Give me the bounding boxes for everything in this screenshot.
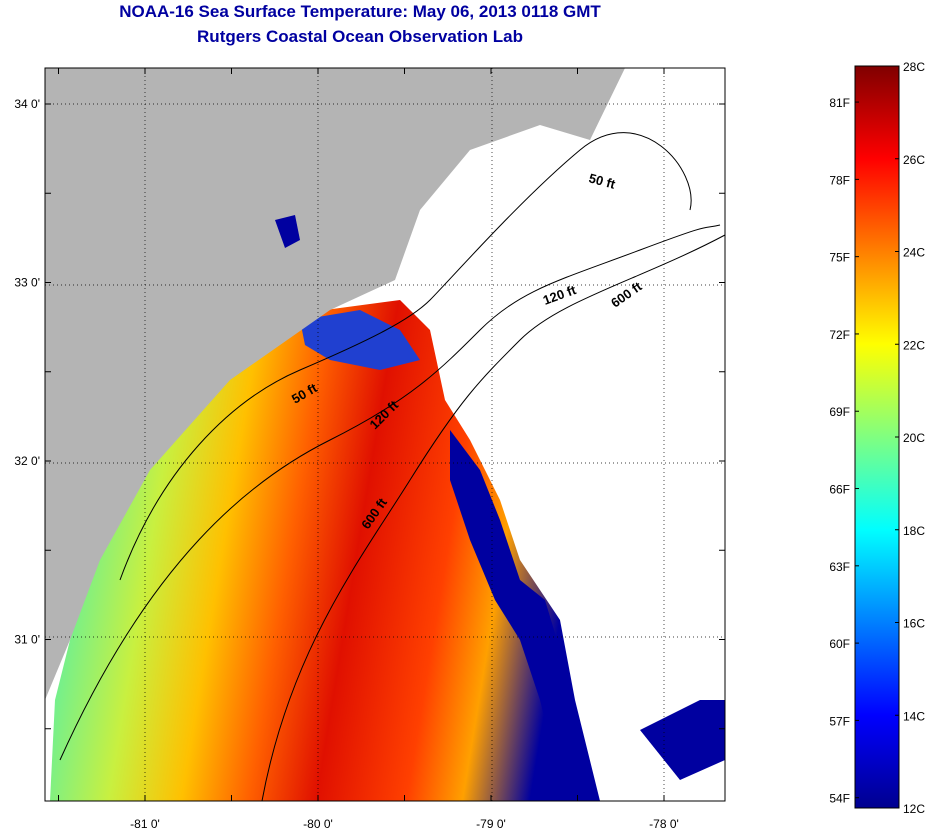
colorbar-f-label: 75F bbox=[829, 251, 850, 265]
contour-label: 50 ft bbox=[587, 170, 617, 192]
coastal-cold-patch bbox=[300, 310, 420, 370]
lat-tick-label: 33 0' bbox=[14, 276, 40, 290]
colorbar-f-label: 72F bbox=[829, 328, 850, 342]
inland-lake-blob bbox=[275, 215, 300, 248]
colorbar-f-label: 81F bbox=[829, 96, 850, 110]
colorbar-c-label: 22C bbox=[903, 338, 925, 352]
colorbar-f-label: 69F bbox=[829, 405, 850, 419]
lon-tick-label: -80 0' bbox=[303, 817, 333, 831]
colorbar-f-label: 66F bbox=[829, 483, 850, 497]
colorbar-f-label: 57F bbox=[829, 714, 850, 728]
colorbar-c-label: 26C bbox=[903, 153, 925, 167]
colorbar-c-label: 18C bbox=[903, 524, 925, 538]
colorbar-c-label: 28C bbox=[903, 60, 925, 74]
cold-edge bbox=[450, 430, 600, 801]
contour-50ft bbox=[119, 132, 692, 581]
colorbar-f-label: 54F bbox=[829, 792, 850, 806]
colorbar-c-label: 20C bbox=[903, 431, 925, 445]
figure-title: NOAA-16 Sea Surface Temperature: May 06,… bbox=[119, 2, 601, 21]
colorbar-c-label: 16C bbox=[903, 617, 925, 631]
lat-tick-label: 32 0' bbox=[14, 454, 40, 468]
contour-120ft bbox=[59, 224, 721, 761]
lon-tick-label: -78 0' bbox=[649, 817, 679, 831]
map-area: 50 ft 120 ft 600 ft 50 ft 120 ft 600 ft bbox=[45, 68, 725, 801]
offshore-blob bbox=[640, 700, 725, 780]
colorbar-labels: 28C 26C 24C 22C 20C 18C 16C 14C 12C 81F 78F 75F 72F 6… bbox=[829, 60, 925, 816]
colorbar-f-label: 60F bbox=[829, 637, 850, 651]
colorbar-c-label: 12C bbox=[903, 802, 925, 816]
contour-600ft bbox=[261, 234, 725, 801]
colorbar-f-label: 78F bbox=[829, 173, 850, 187]
lon-tick-label: -81 0' bbox=[130, 817, 160, 831]
lat-tick-label: 31 0' bbox=[14, 633, 40, 647]
figure-subtitle: Rutgers Coastal Ocean Observation Lab bbox=[197, 27, 523, 46]
lon-tick-label: -79 0' bbox=[476, 817, 506, 831]
axis-ticks: 34 0' 33 0' 32 0' 31 0' -81 0' -80 0' -79 0' -7… bbox=[14, 68, 725, 831]
colorbar bbox=[854, 65, 900, 809]
land bbox=[45, 68, 625, 700]
graticule bbox=[45, 68, 725, 801]
colorbar-c-label: 24C bbox=[903, 246, 925, 260]
colorbar-c-label: 14C bbox=[903, 709, 925, 723]
map-frame bbox=[44, 67, 726, 802]
lat-tick-label: 34 0' bbox=[14, 97, 40, 111]
colorbar-f-label: 63F bbox=[829, 560, 850, 574]
